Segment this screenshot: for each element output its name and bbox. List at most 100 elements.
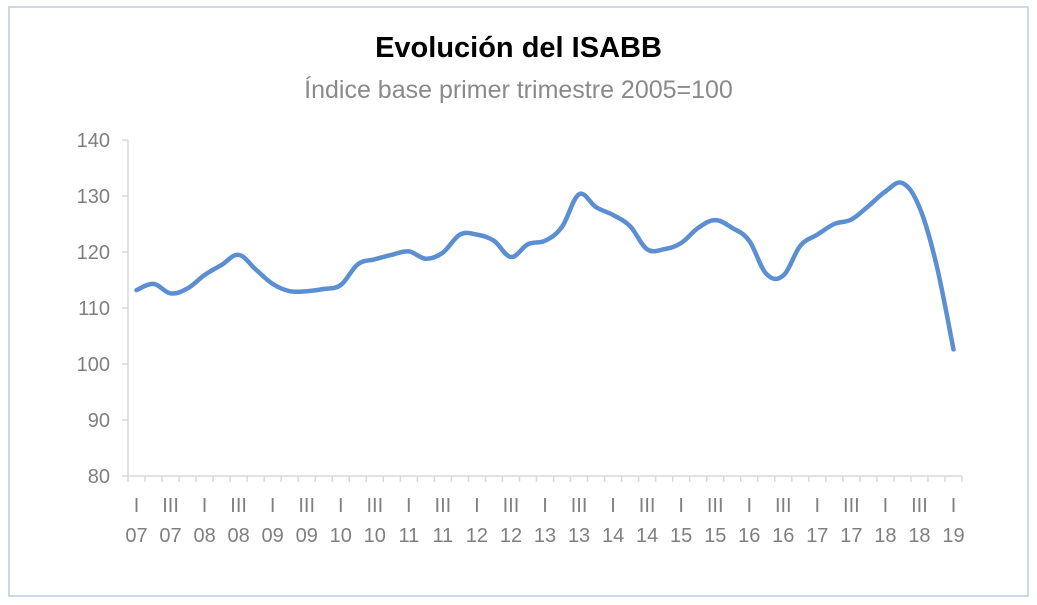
x-tick-label-quarter: I [815, 495, 821, 517]
y-tick-label: 130 [77, 186, 110, 208]
x-tick-label-year: 13 [534, 525, 556, 547]
x-tick-label-quarter: I [542, 495, 548, 517]
chart-title: Evolución del ISABB [375, 32, 662, 64]
x-tick-label-quarter: I [746, 495, 752, 517]
x-tick-label-year: 15 [704, 525, 726, 547]
x-axis: I07III07I08III08I09III09I10III10I11III11… [125, 475, 965, 547]
data-point [832, 222, 836, 226]
x-tick-label-year: 17 [806, 525, 828, 547]
x-tick-label-quarter: I [270, 495, 276, 517]
data-point [866, 204, 870, 208]
y-axis: 80 90 100 110 120 130 140 [77, 130, 129, 488]
y-tick-label: 90 [88, 410, 110, 432]
data-point [322, 287, 326, 291]
x-tick-label-year: 11 [432, 525, 453, 547]
data-point [628, 224, 632, 228]
data-point [611, 213, 615, 217]
data-point [492, 239, 496, 243]
chart-frame [8, 6, 1029, 597]
x-tick-label-quarter: I [951, 495, 957, 517]
data-point [237, 253, 241, 257]
data-point [373, 257, 377, 261]
x-tick-label-quarter: III [775, 495, 792, 517]
data-point [815, 233, 819, 237]
x-tick-label-quarter: III [366, 495, 383, 517]
data-point [917, 205, 921, 209]
x-tick-label-year: 08 [228, 525, 250, 547]
x-tick-label-year: 10 [330, 525, 352, 547]
data-point [424, 257, 428, 261]
x-tick-label-year: 12 [466, 525, 488, 547]
data-point [203, 273, 207, 277]
data-point [645, 247, 649, 251]
x-tick-label-year: 10 [364, 525, 386, 547]
x-tick-label-year: 13 [568, 525, 590, 547]
x-tick-label-quarter: I [134, 495, 140, 517]
x-tick-label-year: 11 [398, 525, 419, 547]
data-point [951, 347, 955, 351]
x-tick-label-quarter: III [571, 495, 588, 517]
x-tick-label-year: 18 [874, 525, 896, 547]
x-tick-label-year: 17 [840, 525, 862, 547]
data-point [696, 226, 700, 230]
x-tick-label-year: 07 [125, 525, 147, 547]
data-point [934, 263, 938, 267]
y-tick-label: 100 [77, 354, 110, 376]
x-tick-label-year: 19 [942, 525, 964, 547]
data-point [271, 282, 275, 286]
data-point [560, 225, 564, 229]
data-point [526, 242, 530, 246]
x-tick-label-quarter: I [406, 495, 412, 517]
data-point [288, 289, 292, 293]
data-point [220, 263, 224, 267]
x-tick-label-year: 12 [500, 525, 522, 547]
data-point [254, 267, 258, 271]
data-point [679, 241, 683, 245]
x-tick-label-quarter: III [639, 495, 656, 517]
x-tick-label-year: 07 [159, 525, 181, 547]
data-point [339, 283, 343, 287]
data-point [509, 255, 513, 259]
data-point [475, 233, 479, 237]
data-point [152, 282, 156, 286]
data-point [543, 239, 547, 243]
x-tick-label-quarter: III [230, 495, 247, 517]
data-point [407, 249, 411, 253]
x-tick-label-year: 08 [193, 525, 215, 547]
x-tick-label-quarter: III [298, 495, 315, 517]
data-point [781, 274, 785, 278]
x-tick-label-quarter: III [707, 495, 724, 517]
data-point [356, 262, 360, 266]
x-tick-label-year: 15 [670, 525, 692, 547]
data-point [713, 218, 717, 222]
data-point [900, 181, 904, 185]
chart-subtitle: Índice base primer trimestre 2005=100 [304, 76, 733, 104]
data-point [169, 291, 173, 295]
y-tick-label: 110 [78, 298, 110, 320]
x-tick-label-quarter: I [338, 495, 344, 517]
x-tick-label-year: 14 [602, 525, 624, 547]
x-tick-label-year: 09 [262, 525, 284, 547]
x-tick-label-year: 16 [772, 525, 794, 547]
data-point [764, 272, 768, 276]
data-point [135, 288, 139, 292]
data-point [662, 247, 666, 251]
x-tick-label-quarter: I [610, 495, 616, 517]
x-tick-label-quarter: III [911, 495, 928, 517]
x-tick-label-quarter: III [162, 495, 179, 517]
x-tick-label-quarter: III [435, 495, 452, 517]
data-point [186, 286, 190, 290]
series-line-0 [134, 180, 956, 352]
series-group [134, 180, 956, 352]
y-tick-label: 120 [77, 242, 110, 264]
data-point [441, 251, 445, 255]
data-point [883, 190, 887, 194]
data-point [458, 233, 462, 237]
x-tick-label-year: 14 [636, 525, 658, 547]
x-tick-label-quarter: III [843, 495, 860, 517]
data-point [594, 205, 598, 209]
y-tick-label: 80 [88, 466, 110, 488]
data-point [798, 244, 802, 248]
x-tick-label-year: 09 [296, 525, 318, 547]
